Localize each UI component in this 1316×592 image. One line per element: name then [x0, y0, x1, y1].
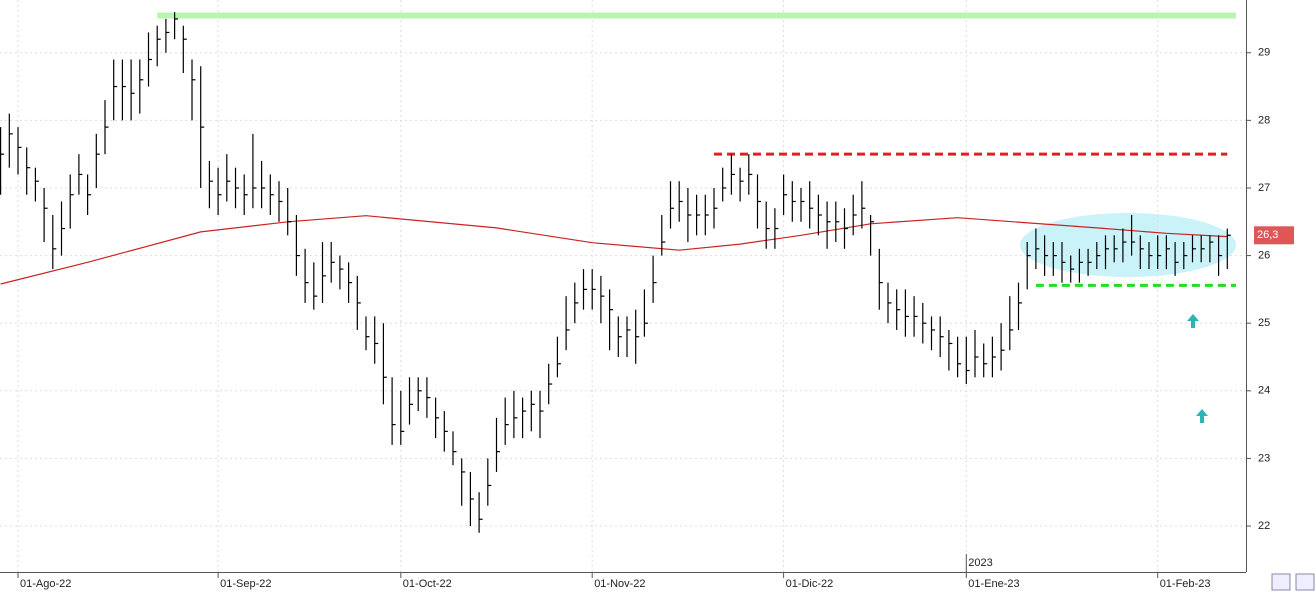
moving-average: [0, 215, 1228, 285]
year-label: 2023: [968, 557, 992, 569]
y-tick-label: 25: [1258, 317, 1270, 329]
y-tick-label: 24: [1258, 385, 1270, 397]
y-tick-label: 23: [1258, 452, 1270, 464]
highlight-ellipse: [1020, 213, 1236, 277]
x-tick-label: 01-Dic-22: [786, 578, 834, 590]
y-tick-label: 22: [1258, 520, 1270, 532]
arrow-up: [1187, 314, 1199, 328]
x-tick-label: 01-Sep-22: [220, 578, 271, 590]
x-tick-label: 01-Ago-22: [20, 578, 71, 590]
y-tick-label: 29: [1258, 47, 1270, 59]
x-tick-label: 01-Nov-22: [594, 578, 645, 590]
arrow-up: [1196, 409, 1208, 423]
y-tick-label: 27: [1258, 182, 1270, 194]
plot: 2023: [0, 0, 1246, 572]
x-tick-label: 01-Oct-22: [403, 578, 452, 590]
y-axis-panel: [1246, 0, 1316, 592]
last-price-label: 26,3: [1257, 229, 1278, 241]
x-tick-label: 01-Feb-23: [1160, 578, 1211, 590]
last-price-box: [1254, 226, 1294, 245]
y-tick-label: 28: [1258, 114, 1270, 126]
tool-icon[interactable]: [1271, 573, 1291, 591]
x-tick-label: 01-Ene-23: [968, 578, 1019, 590]
y-tick-label: 26: [1258, 249, 1270, 261]
tool-icon[interactable]: [1295, 573, 1315, 591]
